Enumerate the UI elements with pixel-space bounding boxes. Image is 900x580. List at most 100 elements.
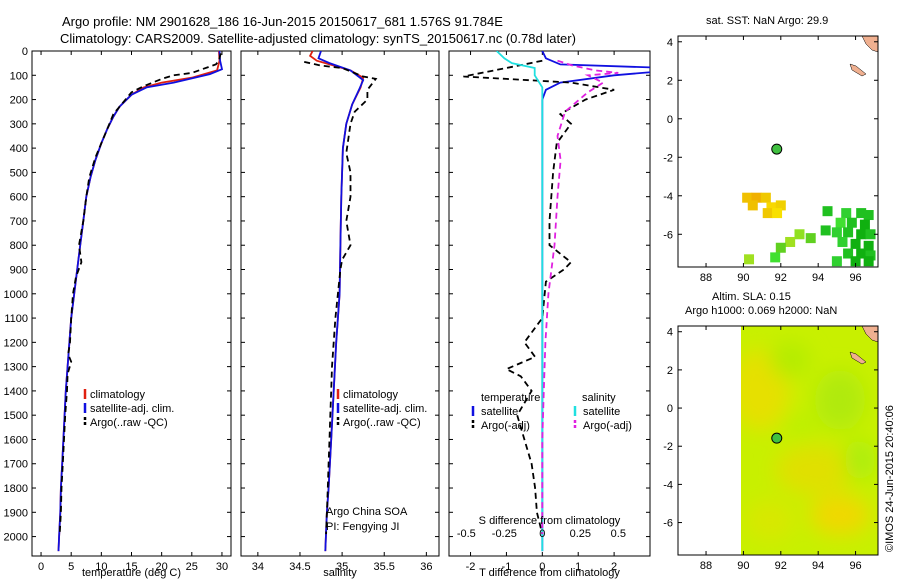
series-line-2: [496, 51, 544, 552]
sst-cell: [856, 248, 867, 259]
figure-title-line1: Argo profile: NM 2901628_186 16-Jun-2015…: [62, 14, 503, 29]
map-y-tick-label: -6: [663, 229, 673, 241]
legend-label: climatology: [90, 389, 146, 401]
map-frame: [677, 325, 879, 556]
map-x-tick-label: 94: [812, 560, 824, 572]
x-tick-label: 0: [38, 561, 44, 573]
map-y-tick-label: -2: [663, 441, 673, 453]
depth-tick-label: 1400: [4, 386, 28, 398]
sst-cell: [863, 210, 874, 221]
map-y-tick-label: 4: [667, 37, 673, 49]
depth-tick-label: 1300: [4, 362, 28, 374]
sla-map-title-line2: Argo h1000: 0.069 h2000: NaN: [685, 305, 837, 317]
sst-cell: [742, 192, 753, 203]
sst-cell: [775, 200, 786, 211]
map-y-tick-label: -4: [663, 191, 673, 203]
series-line-3: [541, 59, 619, 535]
sst-cell: [766, 202, 777, 213]
sst-cell: [843, 227, 854, 238]
map-x-tick-label: 92: [775, 272, 787, 284]
x-tick-label: -2: [466, 561, 476, 573]
depth-tick-label: 1200: [4, 337, 28, 349]
map-x-tick-label: 90: [737, 272, 749, 284]
x-tick-label: 5: [68, 561, 74, 573]
depth-tick-label: 2000: [4, 532, 28, 544]
sst-cell: [820, 225, 831, 236]
depth-tick-label: 1700: [4, 459, 28, 471]
series-group: [463, 51, 650, 552]
x-axis-label: salinity: [323, 567, 357, 579]
x-tick-label: 35.5: [374, 561, 395, 573]
x-tick-label: 35: [336, 561, 348, 573]
depth-tick-label: 700: [10, 216, 28, 228]
sst-cell: [850, 238, 861, 249]
map-y-tick-label: 2: [667, 75, 673, 87]
legend-label: Argo(-adj): [481, 420, 530, 432]
x-tick-label: 30: [216, 561, 228, 573]
legend-label: satellite: [481, 406, 518, 418]
depth-tick-label: 500: [10, 167, 28, 179]
s-axis-label: S difference from climatology: [479, 515, 621, 527]
depth-tick-label: 200: [10, 95, 28, 107]
depth-tick-label: 600: [10, 192, 28, 204]
map-y-tick-label: 2: [667, 365, 673, 377]
island-chain: [849, 351, 867, 365]
x-tick-label: 1: [575, 561, 581, 573]
figure-title-line2: Climatology: CARS2009. Satellite-adjuste…: [60, 31, 576, 46]
legend-label: satellite: [583, 406, 620, 418]
legend-label: Argo(..raw -QC): [90, 417, 168, 429]
argo-position-marker: [771, 143, 783, 155]
x-tick-label: 36: [420, 561, 432, 573]
depth-tick-label: 300: [10, 119, 28, 131]
sst-cell: [843, 248, 854, 259]
float-info-line2: PI: Fengying JI: [326, 521, 399, 533]
s-tick-label: -0.5: [457, 528, 476, 540]
depth-tick-label: 1600: [4, 434, 28, 446]
sla-field: [741, 326, 878, 555]
depth-tick-label: 0: [22, 46, 28, 58]
sst-cell: [805, 233, 816, 244]
plot-frame: [31, 50, 232, 557]
depth-tick-label: 400: [10, 143, 28, 155]
depth-tick-label: 800: [10, 240, 28, 252]
temperature-panel: 0100200300400500600700800900100011001200…: [4, 46, 232, 579]
sla-map-panel: Altim. SLA: 0.15 Argo h1000: 0.069 h2000…: [663, 291, 879, 572]
map-x-tick-label: 92: [775, 560, 787, 572]
map-y-tick-label: -4: [663, 479, 673, 491]
map-x-tick-label: 88: [700, 560, 712, 572]
depth-tick-label: 1900: [4, 507, 28, 519]
legend-label: climatology: [343, 389, 399, 401]
x-tick-label: 0: [539, 561, 545, 573]
land-patch: [861, 35, 879, 53]
sla-map-title-line1: Altim. SLA: 0.15: [712, 291, 791, 303]
map-y-tick-label: 4: [667, 327, 673, 339]
s-tick-label: 0.25: [570, 528, 591, 540]
depth-tick-label: 1500: [4, 410, 28, 422]
float-info-line1: Argo China SOA: [326, 506, 408, 518]
map-frame: [677, 35, 879, 268]
sst-cell: [837, 236, 848, 247]
imos-watermark: ©IMOS 24-Jun-2015 20:40:06: [884, 405, 896, 552]
sst-cell: [762, 208, 773, 219]
sst-cell: [760, 192, 771, 203]
argo-position-marker: [771, 432, 783, 444]
x-tick-label: 20: [156, 561, 168, 573]
x-axis-label: temperature (deg C): [82, 567, 181, 579]
x-tick-label: 10: [95, 561, 107, 573]
sst-cell: [856, 229, 867, 240]
legend-header: temperature: [481, 392, 540, 404]
sst-cell: [863, 240, 874, 251]
sst-map-title: sat. SST: NaN Argo: 29.9: [706, 15, 828, 27]
series-line-2: [58, 53, 222, 535]
sst-cell: [822, 206, 833, 217]
sst-cell: [747, 200, 758, 211]
sst-cell: [770, 252, 781, 263]
map-y-tick-label: -6: [663, 518, 673, 530]
sst-cell: [846, 217, 857, 228]
s-tick-label: 0.5: [611, 528, 626, 540]
plot-frame: [240, 50, 440, 557]
sst-cell: [831, 256, 842, 267]
map-x-tick-label: 96: [849, 560, 861, 572]
island-chain: [849, 63, 867, 77]
sst-cell: [775, 242, 786, 253]
